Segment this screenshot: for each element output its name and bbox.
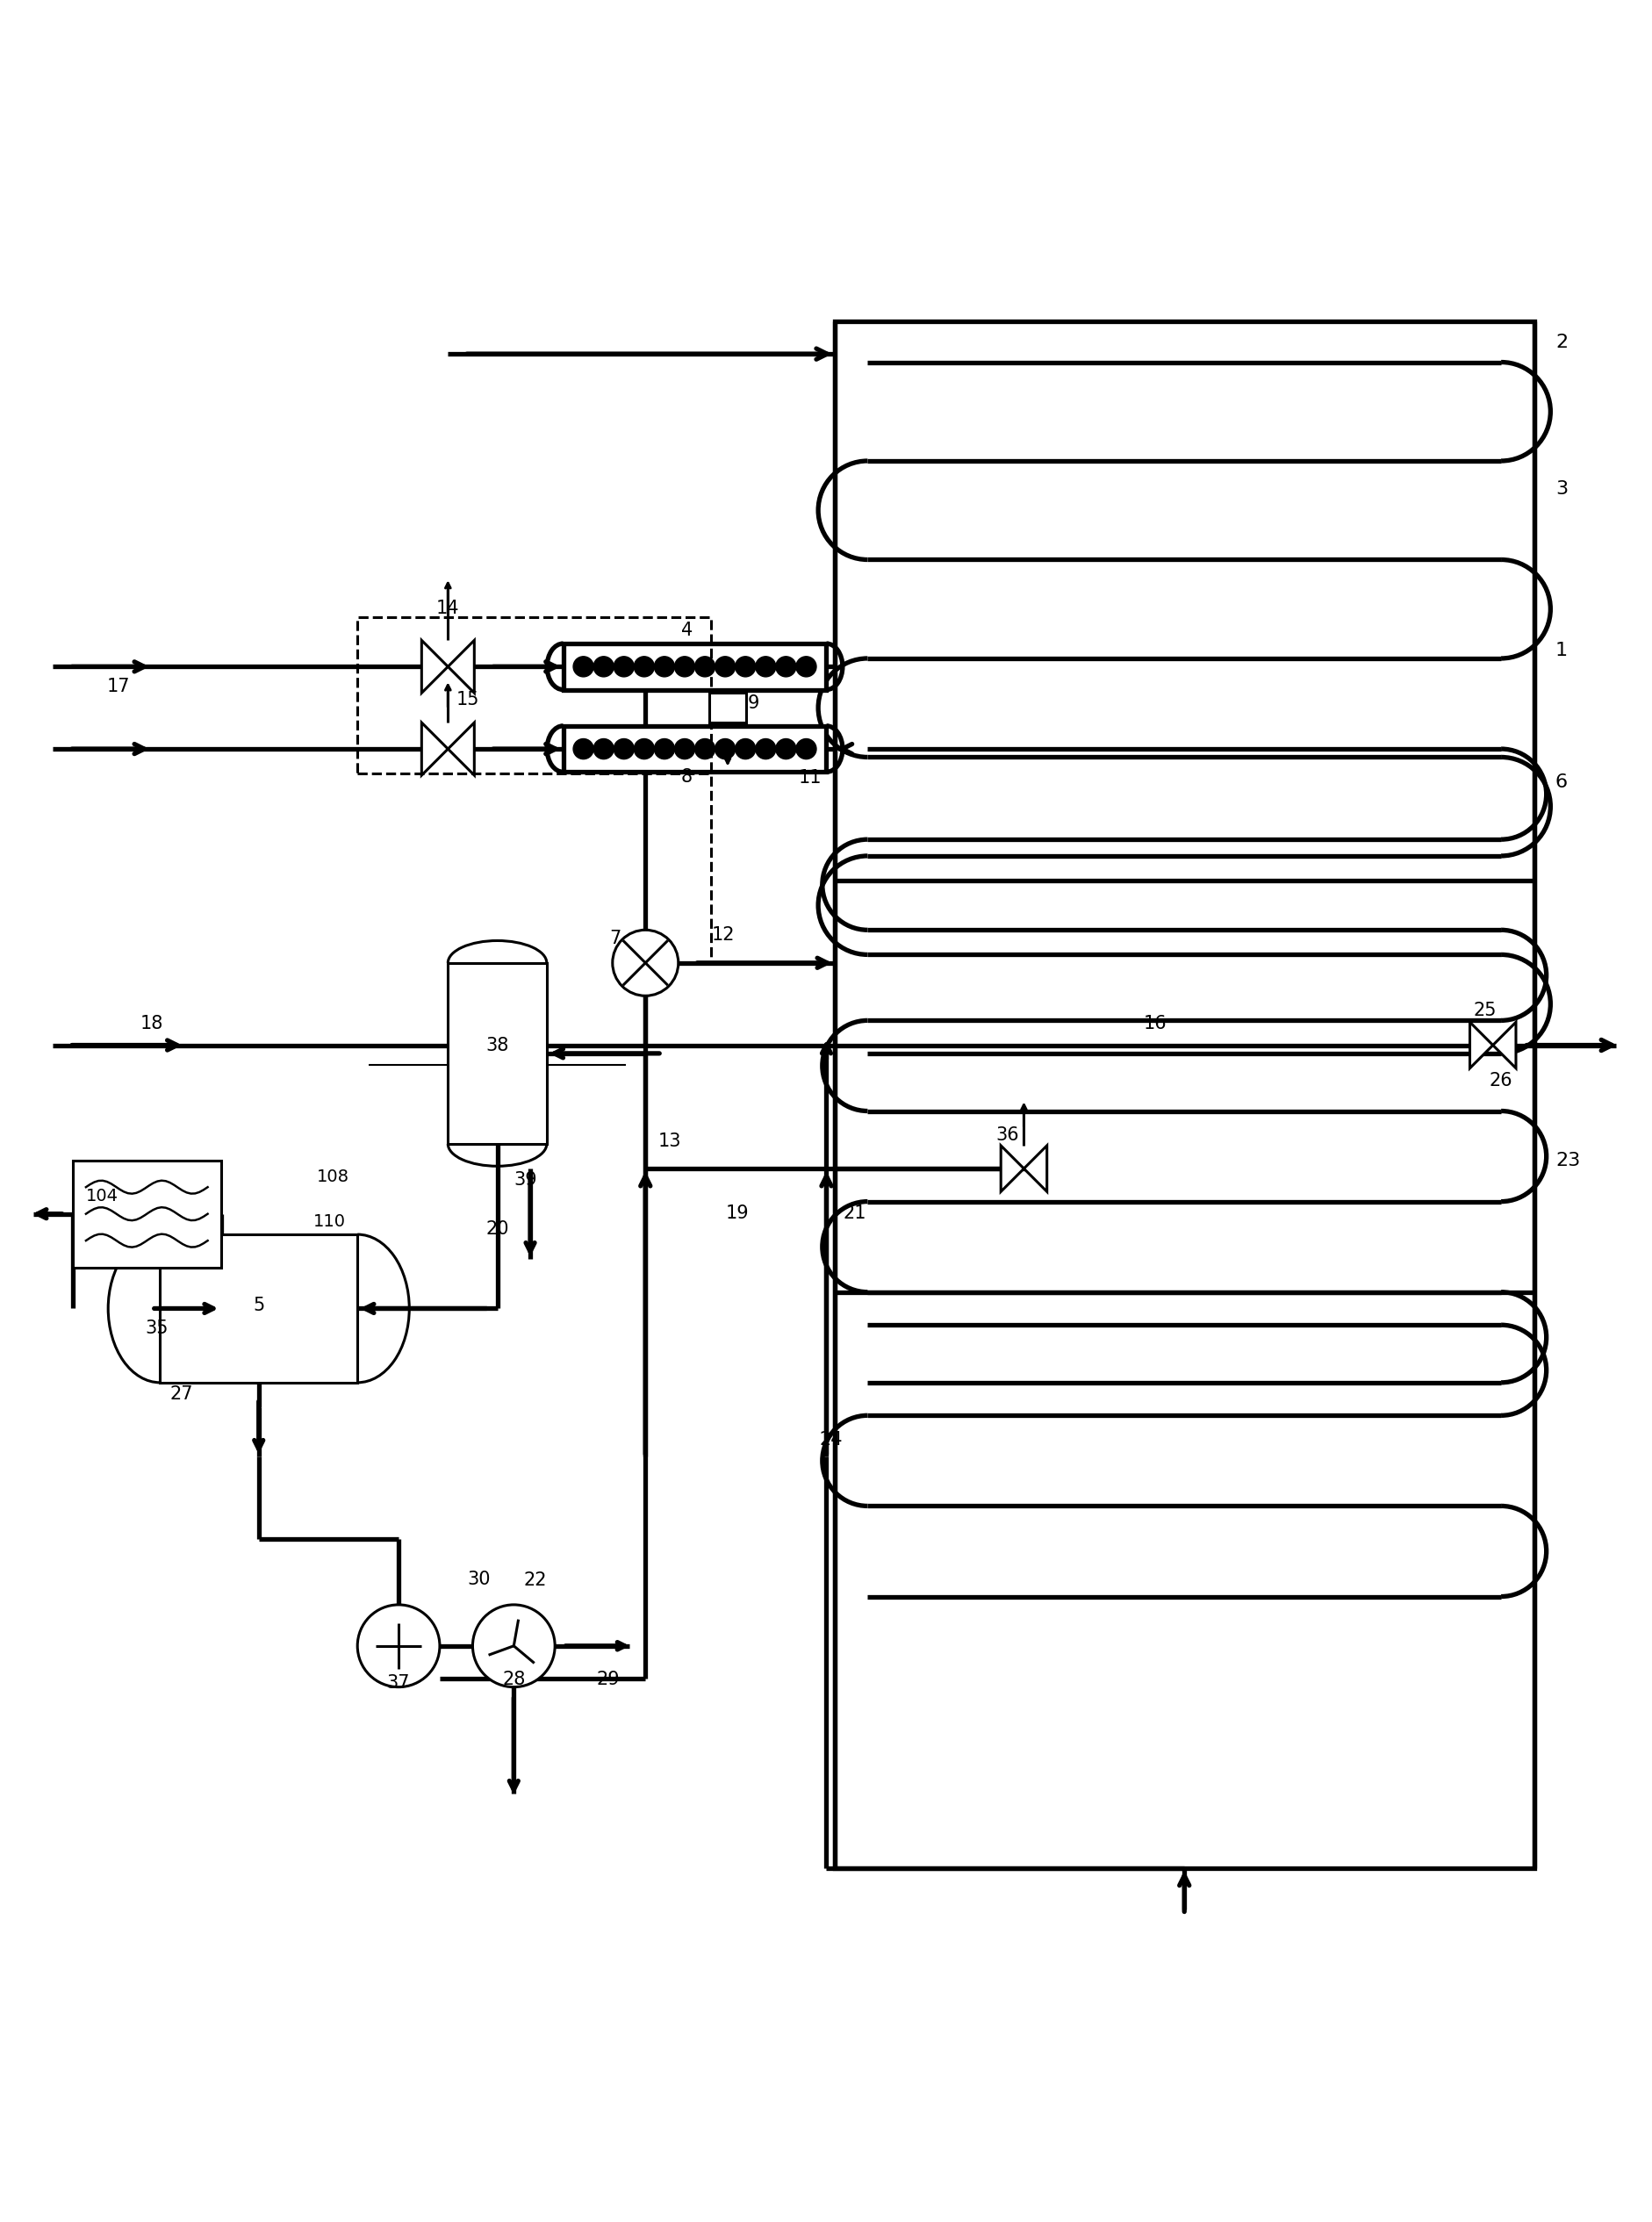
Bar [563, 727, 826, 771]
Text: 2: 2 [1555, 333, 1568, 351]
Circle shape [796, 738, 816, 760]
Text: 23: 23 [1555, 1151, 1579, 1169]
Circle shape [715, 655, 735, 678]
Bar [357, 618, 710, 773]
Text: 110: 110 [314, 1213, 345, 1229]
Text: 24: 24 [819, 1431, 843, 1449]
Polygon shape [1492, 1022, 1515, 1069]
Text: 1: 1 [1555, 642, 1568, 660]
Bar [709, 693, 745, 722]
Text: 11: 11 [798, 769, 821, 787]
Polygon shape [448, 722, 474, 775]
Circle shape [735, 738, 755, 760]
Circle shape [694, 738, 715, 760]
Text: 8: 8 [681, 769, 692, 787]
Bar [563, 644, 826, 689]
Circle shape [613, 738, 634, 760]
Text: 4: 4 [681, 622, 692, 640]
Circle shape [755, 655, 775, 678]
Text: 29: 29 [596, 1671, 620, 1689]
Text: 104: 104 [86, 1189, 119, 1204]
Circle shape [573, 655, 593, 678]
Circle shape [573, 738, 593, 760]
Text: 30: 30 [468, 1571, 491, 1589]
Text: 38: 38 [486, 1035, 509, 1053]
Text: 26: 26 [1488, 1071, 1512, 1089]
Circle shape [735, 655, 755, 678]
Text: 37: 37 [387, 1673, 410, 1691]
Text: 28: 28 [502, 1671, 525, 1689]
Text: 21: 21 [843, 1204, 866, 1222]
Text: 35: 35 [145, 1320, 169, 1338]
Circle shape [694, 655, 715, 678]
Polygon shape [1023, 1147, 1046, 1191]
Circle shape [674, 738, 694, 760]
Polygon shape [421, 722, 448, 775]
Circle shape [654, 738, 674, 760]
Circle shape [472, 1604, 555, 1686]
Bar [160, 1235, 357, 1382]
Polygon shape [1001, 1147, 1023, 1191]
Circle shape [654, 655, 674, 678]
Circle shape [775, 738, 796, 760]
Circle shape [634, 738, 654, 760]
Circle shape [357, 1604, 439, 1686]
Text: 12: 12 [710, 927, 733, 944]
Text: 19: 19 [725, 1204, 748, 1222]
Text: 9: 9 [747, 693, 758, 711]
Text: 5: 5 [253, 1295, 264, 1313]
Polygon shape [1469, 1022, 1492, 1069]
Text: 25: 25 [1472, 1002, 1495, 1020]
Text: 17: 17 [107, 678, 131, 695]
Text: 7: 7 [610, 929, 621, 947]
Text: 22: 22 [524, 1571, 547, 1589]
Text: 3: 3 [1555, 480, 1568, 498]
Circle shape [613, 931, 677, 995]
Circle shape [674, 655, 694, 678]
Text: 27: 27 [170, 1384, 193, 1402]
Circle shape [593, 655, 613, 678]
Circle shape [613, 655, 634, 678]
Bar [834, 320, 1533, 1869]
Circle shape [634, 655, 654, 678]
Text: 13: 13 [657, 1133, 681, 1151]
Text: 16: 16 [1143, 1015, 1166, 1031]
Text: 6: 6 [1555, 773, 1568, 791]
Bar [73, 1160, 221, 1267]
Text: 14: 14 [436, 600, 459, 618]
Text: 36: 36 [995, 1127, 1019, 1144]
Text: 108: 108 [317, 1169, 349, 1184]
Circle shape [796, 655, 816, 678]
Circle shape [775, 655, 796, 678]
Circle shape [715, 738, 735, 760]
Circle shape [755, 738, 775, 760]
Circle shape [593, 738, 613, 760]
Text: 39: 39 [514, 1171, 537, 1189]
Text: 20: 20 [486, 1220, 509, 1238]
Polygon shape [448, 640, 474, 693]
Bar [448, 962, 547, 1144]
Text: 18: 18 [140, 1015, 164, 1031]
Polygon shape [421, 640, 448, 693]
Text: 15: 15 [456, 691, 479, 709]
